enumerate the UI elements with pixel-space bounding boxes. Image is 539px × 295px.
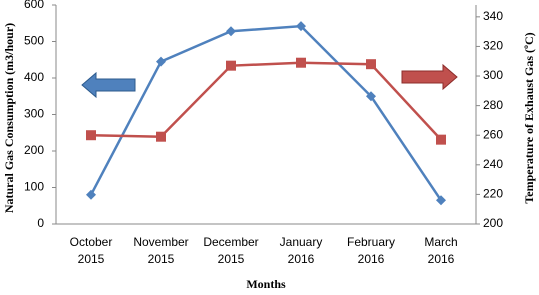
y-tick-label: 200 [24,143,44,157]
left-arrow [81,71,136,99]
point-marker [366,91,376,102]
y2-axis-label: Temperature of Exhaust Gas (ºC) [522,32,536,203]
y2-tick-label: 320 [483,39,503,53]
point-marker [366,59,376,70]
point-marker [156,56,166,67]
point-marker [156,131,166,142]
y2-tick-label: 280 [483,98,503,112]
y-tick-label: 400 [24,70,44,84]
x-tick-label: December 2015 [203,235,258,266]
point-marker [86,189,96,200]
point-marker [296,21,306,32]
y-tick-label: 500 [24,34,44,48]
x-tick-label: March 2016 [424,235,457,266]
point-marker [436,195,446,206]
point-marker [226,26,236,37]
y2-tick-label: 200 [483,216,503,230]
x-tick-label: November 2015 [133,235,188,266]
point-marker [226,60,236,71]
x-tick-label: February 2016 [347,235,395,266]
y2-tick-label: 220 [483,187,503,201]
x-tick-label: October 2015 [70,235,113,266]
y2-tick-label: 260 [483,127,503,141]
series-line [90,61,442,141]
y-axis-label: Natural Gas Consumption (m3/hour) [2,23,16,213]
point-marker [436,134,446,145]
y-tick-label: 100 [24,180,44,194]
right-arrow [401,63,458,91]
y2-tick-label: 240 [483,157,503,171]
y2-tick-label: 340 [483,9,503,23]
y-tick-label: 0 [37,216,44,230]
y2-tick-label: 300 [483,68,503,82]
x-tick-label: January 2016 [280,235,323,266]
y-tick-label: 300 [24,107,44,121]
point-marker [296,57,306,68]
y-tick-label: 600 [24,0,44,11]
series-line [89,24,443,201]
x-axis-label: Months [246,277,286,291]
point-marker [86,130,96,141]
